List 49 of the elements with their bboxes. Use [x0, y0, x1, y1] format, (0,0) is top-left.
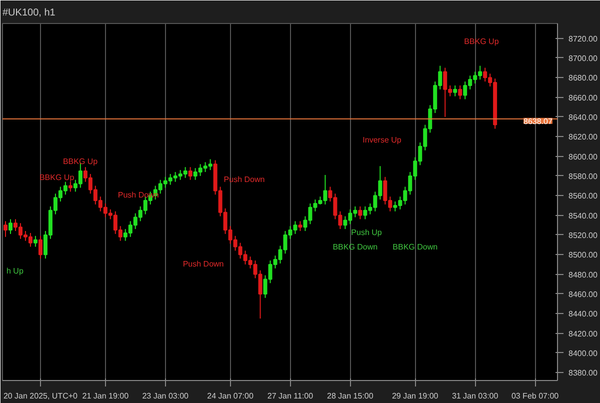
candlestick	[4, 220, 8, 238]
y-tick-label: 8380.00	[568, 368, 598, 378]
annotation: h Up	[6, 266, 24, 276]
x-tick-label: 29 Jan 19:00	[392, 392, 439, 400]
y-tick-label: 8400.00	[568, 348, 598, 358]
y-tick-label: 8700.00	[568, 54, 598, 63]
candlestick	[188, 166, 192, 180]
y-tick-label: 8620.00	[568, 132, 598, 142]
y-tick-label: 8560.00	[568, 192, 598, 201]
y-tick-label: 8500.00	[568, 250, 598, 260]
y-tick-label: 8480.00	[568, 270, 598, 280]
annotation: BBKG Up	[464, 37, 500, 46]
annotation: Push Down	[182, 259, 224, 268]
candlestick	[68, 181, 72, 192]
y-tick-label: 8440.00	[568, 310, 598, 319]
annotation: Push Down	[224, 174, 265, 184]
candlestick	[458, 84, 462, 100]
y-tick-label: 8580.00	[568, 172, 598, 181]
x-tick-label: 28 Jan 15:00	[327, 392, 374, 400]
annotation: BBKG Up	[39, 172, 75, 182]
x-tick-label: 23 Jan 03:00	[142, 392, 190, 400]
candlestick	[358, 206, 362, 220]
y-tick-label: 8640.00	[568, 112, 598, 122]
y-tick-label: 8720.00	[568, 34, 598, 44]
x-tick-label: 20 Jan 2025, UTC+0	[3, 392, 78, 400]
y-tick-label: 8520.00	[568, 230, 598, 240]
chart-title: #UK100, h1	[2, 8, 56, 18]
y-tick-label: 8460.00	[568, 290, 598, 299]
candlestick	[38, 235, 42, 260]
candlestick	[298, 220, 302, 232]
annotation: BBKG Up	[62, 157, 98, 166]
y-tick-label: 8420.00	[568, 329, 598, 338]
candlestick	[8, 218, 12, 234]
candlestick	[33, 235, 38, 248]
ref-line-label: 8638.07	[524, 116, 553, 126]
candlestick	[453, 84, 458, 97]
y-tick-label: 8660.00	[568, 93, 598, 102]
x-tick-label: 31 Jan 03:00	[452, 392, 499, 400]
y-tick-label: 8540.00	[568, 211, 598, 220]
x-tick-label: 21 Jan 19:00	[82, 392, 130, 400]
annotation: Inverse Up	[362, 135, 402, 144]
annotation: BBKG Down	[392, 242, 438, 252]
y-tick-label: 8680.00	[568, 74, 598, 83]
x-tick-label: 24 Jan 07:00	[207, 392, 254, 400]
y-tick-label: 8600.00	[568, 152, 598, 162]
annotation: Push Up	[351, 228, 382, 237]
annotation: BBKG Down	[332, 242, 378, 252]
x-tick-label: 03 Feb 07:00	[511, 392, 560, 400]
x-tick-label: 27 Jan 11:00	[267, 392, 314, 400]
